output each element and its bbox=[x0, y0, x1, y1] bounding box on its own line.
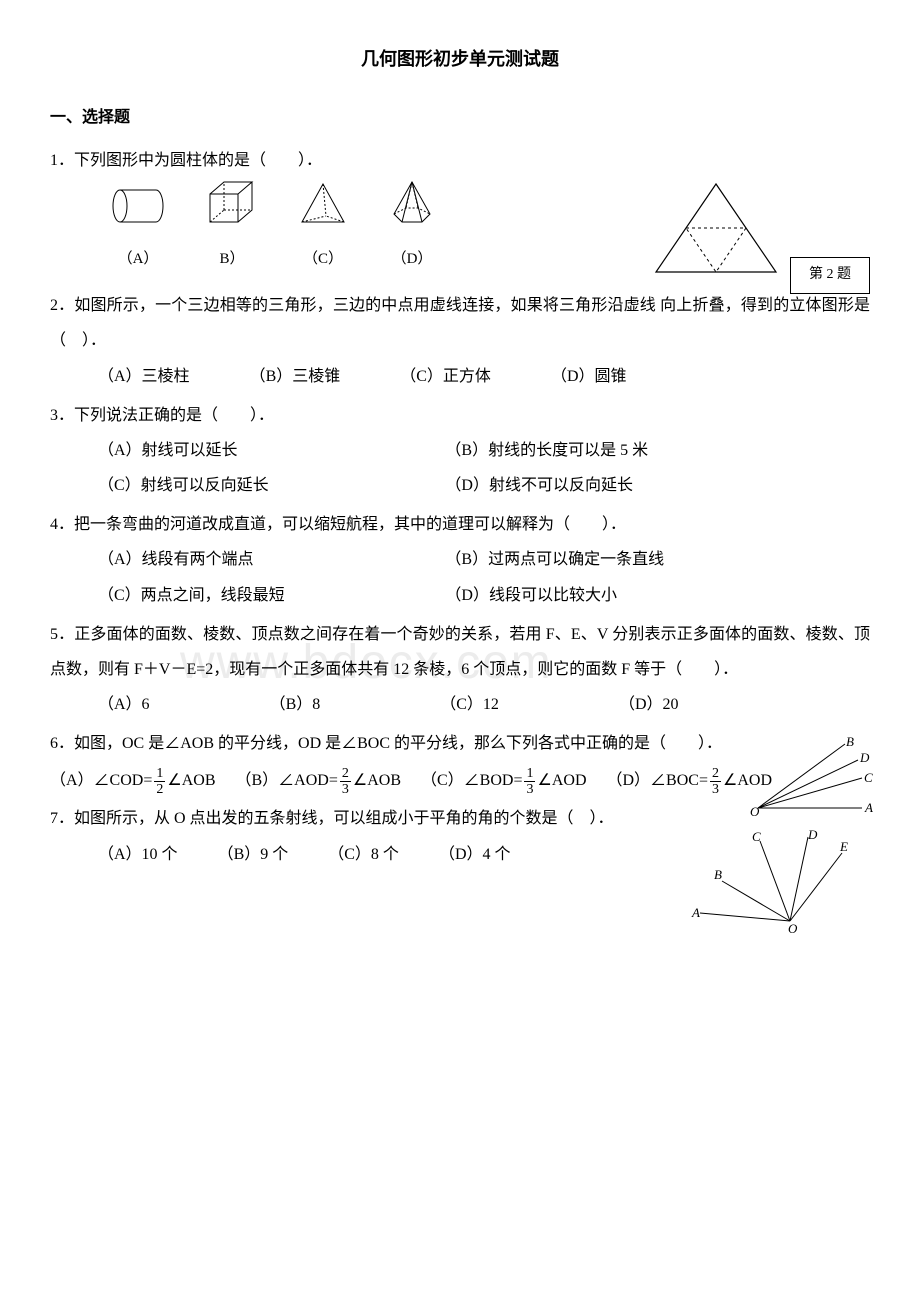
q1-label-c: （C） bbox=[298, 243, 348, 276]
question-4: 4．把一条弯曲的河道改成直道，可以缩短航程，其中的道理可以解释为（ ）． （A）… bbox=[50, 507, 870, 613]
label-B: B bbox=[714, 867, 722, 882]
question-6: A B C D O 6．如图，OC 是∠AOB 的平分线，OD 是∠BOC 的平… bbox=[50, 726, 870, 797]
q2-options: （A）三棱柱 （B）三棱锥 （C）正方体 （D）圆锥 bbox=[50, 359, 870, 394]
question-3: 3．下列说法正确的是（ ）． （A）射线可以延长 （B）射线的长度可以是 5 米… bbox=[50, 398, 870, 504]
q6-opt-a: （A）∠COD=12∠AOB bbox=[50, 772, 220, 789]
q5-options: （A）6 （B）8 （C）12 （D）20 bbox=[50, 687, 870, 722]
question-7: 7．如图所示，从 O 点出发的五条射线，可以组成小于平角的角的个数是（ ）． A… bbox=[50, 801, 870, 871]
label-O: O bbox=[788, 921, 798, 936]
label-D: D bbox=[859, 750, 870, 765]
q4-opt-b: （B）过两点可以确定一条直线 bbox=[445, 542, 792, 577]
q7-opt-b: （B）9 个 bbox=[218, 837, 289, 872]
q4-opt-c: （C）两点之间，线段最短 bbox=[98, 578, 445, 613]
q6-text: 6．如图，OC 是∠AOB 的平分线，OD 是∠BOC 的平分线，那么下列各式中… bbox=[50, 726, 870, 761]
q5-text: 5．正多面体的面数、棱数、顶点数之间存在着一个奇妙的关系，若用 F、E、V 分别… bbox=[50, 617, 870, 687]
q6-options: （A）∠COD=12∠AOB （B）∠AOD=23∠AOB （C）∠BOD=13… bbox=[50, 766, 870, 798]
q5-opt-d: （D）20 bbox=[619, 687, 679, 722]
q3-opt-b: （B）射线的长度可以是 5 米 bbox=[445, 433, 792, 468]
q6-opt-d: （D）∠BOC=23∠AOD bbox=[607, 772, 773, 789]
q2-text: 2．如图所示，一个三边相等的三角形，三边的中点用虚线连接，如果将三角形沿虚线 向… bbox=[50, 288, 870, 358]
cylinder-icon bbox=[110, 186, 166, 226]
question-5: 5．正多面体的面数、棱数、顶点数之间存在着一个奇妙的关系，若用 F、E、V 分别… bbox=[50, 617, 870, 723]
q2-caption: 第 2 题 bbox=[790, 257, 870, 294]
q3-opt-a: （A）射线可以延长 bbox=[98, 433, 445, 468]
q1-label-d: （D） bbox=[388, 243, 436, 276]
label-B: B bbox=[846, 734, 854, 749]
q2-opt-a: （A）三棱柱 bbox=[98, 359, 190, 394]
q3-text: 3．下列说法正确的是（ ）． bbox=[50, 398, 870, 433]
q2-opt-c: （C）正方体 bbox=[400, 359, 491, 394]
q4-opt-a: （A）线段有两个端点 bbox=[98, 542, 445, 577]
cuboid-icon bbox=[206, 178, 258, 226]
q5-opt-a: （A）6 bbox=[98, 687, 150, 722]
q3-options: （A）射线可以延长 （B）射线的长度可以是 5 米 （C）射线可以反向延长 （D… bbox=[50, 433, 870, 503]
page-title: 几何图形初步单元测试题 bbox=[50, 40, 870, 80]
five-rays-icon: A B C D E O bbox=[690, 831, 850, 931]
hex-pyramid-icon bbox=[388, 180, 436, 226]
q1-label-b: B） bbox=[206, 243, 258, 276]
q3-opt-d: （D）射线不可以反向延长 bbox=[445, 468, 792, 503]
q7-figure: A B C D E O bbox=[690, 831, 850, 944]
q7-opt-a: （A）10 个 bbox=[98, 837, 178, 872]
q6-opt-b: （B）∠AOD=23∠AOB bbox=[236, 772, 406, 789]
q4-opt-d: （D）线段可以比较大小 bbox=[445, 578, 792, 613]
q4-text: 4．把一条弯曲的河道改成直道，可以缩短航程，其中的道理可以解释为（ ）． bbox=[50, 507, 870, 542]
section-header: 一、选择题 bbox=[50, 100, 870, 135]
q3-opt-c: （C）射线可以反向延长 bbox=[98, 468, 445, 503]
q1-label-a: （A） bbox=[110, 243, 166, 276]
q1-text: 1．下列图形中为圆柱体的是（ ）． bbox=[50, 143, 870, 178]
triangle-fold-icon bbox=[646, 178, 786, 278]
q1-figures: （A） B） （C） （D） bbox=[110, 178, 436, 276]
label-C: C bbox=[864, 770, 873, 785]
q2-opt-b: （B）三棱锥 bbox=[250, 359, 341, 394]
q5-opt-b: （B）8 bbox=[270, 687, 321, 722]
question-2: 第 2 题 2．如图所示，一个三边相等的三角形，三边的中点用虚线连接，如果将三角… bbox=[50, 288, 870, 394]
q5-opt-c: （C）12 bbox=[440, 687, 499, 722]
q7-opt-c: （C）8 个 bbox=[328, 837, 399, 872]
q2-figure: 第 2 题 bbox=[646, 178, 870, 294]
label-A: A bbox=[691, 905, 700, 920]
label-E: E bbox=[839, 839, 848, 854]
label-C: C bbox=[752, 829, 761, 844]
q7-opt-d: （D）4 个 bbox=[439, 837, 511, 872]
label-D: D bbox=[807, 827, 818, 842]
q6-opt-c: （C）∠BOD=13∠AOD bbox=[421, 772, 591, 789]
q2-opt-d: （D）圆锥 bbox=[551, 359, 627, 394]
q4-options: （A）线段有两个端点 （B）过两点可以确定一条直线 （C）两点之间，线段最短 （… bbox=[50, 542, 870, 612]
tetrahedron-icon bbox=[298, 182, 348, 226]
